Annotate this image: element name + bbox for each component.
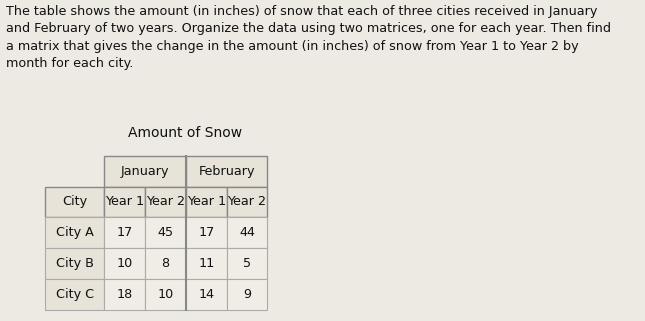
Bar [227, 248, 267, 279]
Text: Year 2: Year 2 [146, 195, 185, 208]
Text: Amount of Snow: Amount of Snow [128, 126, 243, 140]
Bar [186, 279, 227, 310]
Bar [104, 156, 186, 187]
Bar [104, 248, 145, 279]
Bar [104, 279, 145, 310]
Bar [104, 217, 145, 248]
Bar [227, 187, 267, 217]
Text: 10: 10 [157, 288, 174, 301]
Text: 11: 11 [199, 257, 215, 270]
Text: City B: City B [56, 257, 94, 270]
Text: Year 2: Year 2 [228, 195, 266, 208]
Bar [145, 248, 186, 279]
Bar [186, 248, 227, 279]
Bar [45, 187, 104, 217]
Bar [45, 217, 104, 248]
Text: 5: 5 [243, 257, 251, 270]
Text: 10: 10 [117, 257, 133, 270]
Bar [45, 248, 104, 279]
Text: 45: 45 [157, 226, 174, 239]
Text: 14: 14 [199, 288, 215, 301]
Text: 17: 17 [117, 226, 133, 239]
Text: 9: 9 [243, 288, 251, 301]
Bar [186, 217, 227, 248]
Bar [227, 217, 267, 248]
Text: 17: 17 [199, 226, 215, 239]
Bar [145, 187, 186, 217]
Text: January: January [121, 165, 170, 178]
Text: 8: 8 [161, 257, 170, 270]
Text: City: City [62, 195, 87, 208]
Text: February: February [198, 165, 255, 178]
Text: 18: 18 [117, 288, 133, 301]
Bar [227, 279, 267, 310]
Bar [104, 187, 145, 217]
Bar [145, 217, 186, 248]
Bar [145, 279, 186, 310]
Bar [45, 156, 104, 187]
Text: The table shows the amount (in inches) of snow that each of three cities receive: The table shows the amount (in inches) o… [6, 5, 611, 70]
Bar [186, 156, 267, 187]
Bar [45, 279, 104, 310]
Text: Year 1: Year 1 [187, 195, 226, 208]
Text: 44: 44 [239, 226, 255, 239]
Bar [186, 187, 227, 217]
Text: City A: City A [56, 226, 94, 239]
Text: City C: City C [55, 288, 94, 301]
Text: Year 1: Year 1 [105, 195, 144, 208]
